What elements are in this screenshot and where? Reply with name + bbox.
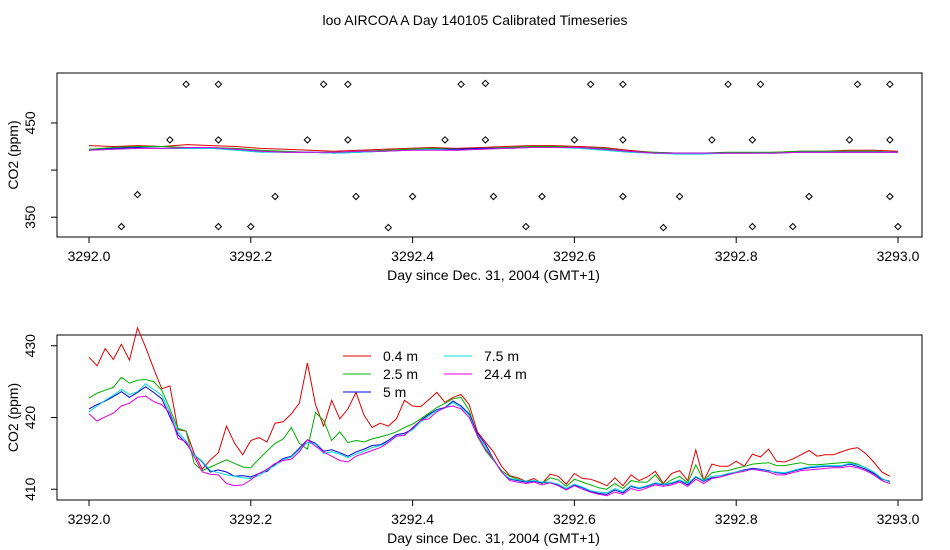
top-data-point <box>246 222 255 231</box>
top-data-point <box>756 80 765 89</box>
figure-title: loo AIRCOA A Day 140105 Calibrated Times… <box>322 12 627 28</box>
top-data-point <box>481 79 490 88</box>
top-x-tick-label: 3292.0 <box>68 248 111 264</box>
top-data-point <box>214 136 223 144</box>
top-data-point <box>303 136 312 144</box>
top-data-point <box>886 80 894 89</box>
top-data-point <box>214 80 223 89</box>
top-data-point <box>344 136 352 144</box>
bottom-x-tick-label: 3292.2 <box>229 511 272 527</box>
top-x-tick-label: 3293.0 <box>877 248 920 264</box>
bottom-y-axis-label: CO2 (ppm) <box>5 383 21 452</box>
top-x-tick-label: 3292.8 <box>715 248 758 264</box>
top-data-point <box>619 136 627 144</box>
top-data-point <box>441 136 449 144</box>
top-data-point <box>489 192 498 201</box>
top-data-point <box>853 80 862 89</box>
top-y-axis-label: CO2 (ppm) <box>5 120 21 189</box>
legend-label: 7.5 m <box>484 348 519 364</box>
top-data-point <box>133 190 142 199</box>
top-data-point <box>748 136 757 144</box>
bottom-y-tick-label: 410 <box>22 477 38 501</box>
top-x-tick-label: 3292.2 <box>229 248 272 264</box>
bottom-y-tick-label: 420 <box>22 406 38 430</box>
legend: 0.4 m 2.5 m 5 m 7.5 m 24.4 m <box>343 348 527 400</box>
top-data-point <box>619 80 627 89</box>
bottom-x-tick-label: 3292.0 <box>68 511 111 527</box>
top-plot-frame <box>56 72 923 238</box>
top-data-point <box>886 136 894 144</box>
top-data-point <box>894 222 902 231</box>
legend-label: 0.4 m <box>383 348 418 364</box>
top-data-point <box>214 222 223 231</box>
top-data-point <box>271 192 279 201</box>
legend-label: 5 m <box>383 384 406 400</box>
legend-label: 2.5 m <box>383 366 418 382</box>
top-panel: 3292.0 3292.2 3292.4 3292.6 3292.8 3293.0 350 4… <box>5 72 923 283</box>
bottom-x-axis-label: Day since Dec. 31, 2004 (GMT+1) <box>387 530 600 546</box>
top-x-tick-label: 3292.6 <box>553 248 596 264</box>
top-data-point <box>117 222 126 231</box>
top-series-line-5 <box>88 147 898 154</box>
top-data-point <box>352 192 360 201</box>
top-data-point <box>457 80 465 89</box>
top-data-point <box>748 222 757 231</box>
top-data-point <box>708 136 716 144</box>
top-data-point <box>805 192 813 201</box>
top-data-point <box>619 192 627 201</box>
top-data-point <box>724 80 732 89</box>
bottom-y-tick-label: 430 <box>22 334 38 358</box>
top-data-point <box>586 80 595 89</box>
bottom-series-line-2 <box>88 376 891 490</box>
top-data-point <box>570 136 579 144</box>
bottom-x-tick-label: 3292.8 <box>715 511 758 527</box>
top-y-tick-label: 350 <box>22 205 38 229</box>
top-data-point <box>538 192 546 201</box>
bottom-x-tick-label: 3292.4 <box>391 511 434 527</box>
bottom-x-tick-label: 3293.0 <box>877 511 920 527</box>
top-data-point <box>659 223 668 232</box>
top-data-point <box>522 222 530 231</box>
legend-label: 24.4 m <box>484 366 527 382</box>
top-data-point <box>675 192 684 201</box>
bottom-series-line-1 <box>88 326 891 487</box>
bottom-panel: 3292.0 3292.2 3292.4 3292.6 3292.8 3293.0 410 4… <box>5 326 923 546</box>
top-data-point <box>845 136 854 144</box>
top-y-tick-label: 450 <box>22 111 38 135</box>
top-data-point <box>788 222 797 231</box>
bottom-series-line-5 <box>88 395 891 497</box>
top-data-point <box>182 80 190 89</box>
top-data-point <box>384 223 393 232</box>
top-data-point <box>481 136 490 144</box>
bottom-x-tick-label: 3292.6 <box>553 511 596 527</box>
bottom-series-line-3 <box>88 386 891 495</box>
top-data-point <box>344 80 352 89</box>
top-data-point <box>166 136 174 144</box>
top-data-point <box>408 192 417 201</box>
top-x-tick-label: 3292.4 <box>391 248 434 264</box>
bottom-series-line-4 <box>88 383 891 494</box>
top-data-point <box>886 192 894 201</box>
top-data-point <box>319 80 328 89</box>
top-x-axis-label: Day since Dec. 31, 2004 (GMT+1) <box>387 267 600 283</box>
